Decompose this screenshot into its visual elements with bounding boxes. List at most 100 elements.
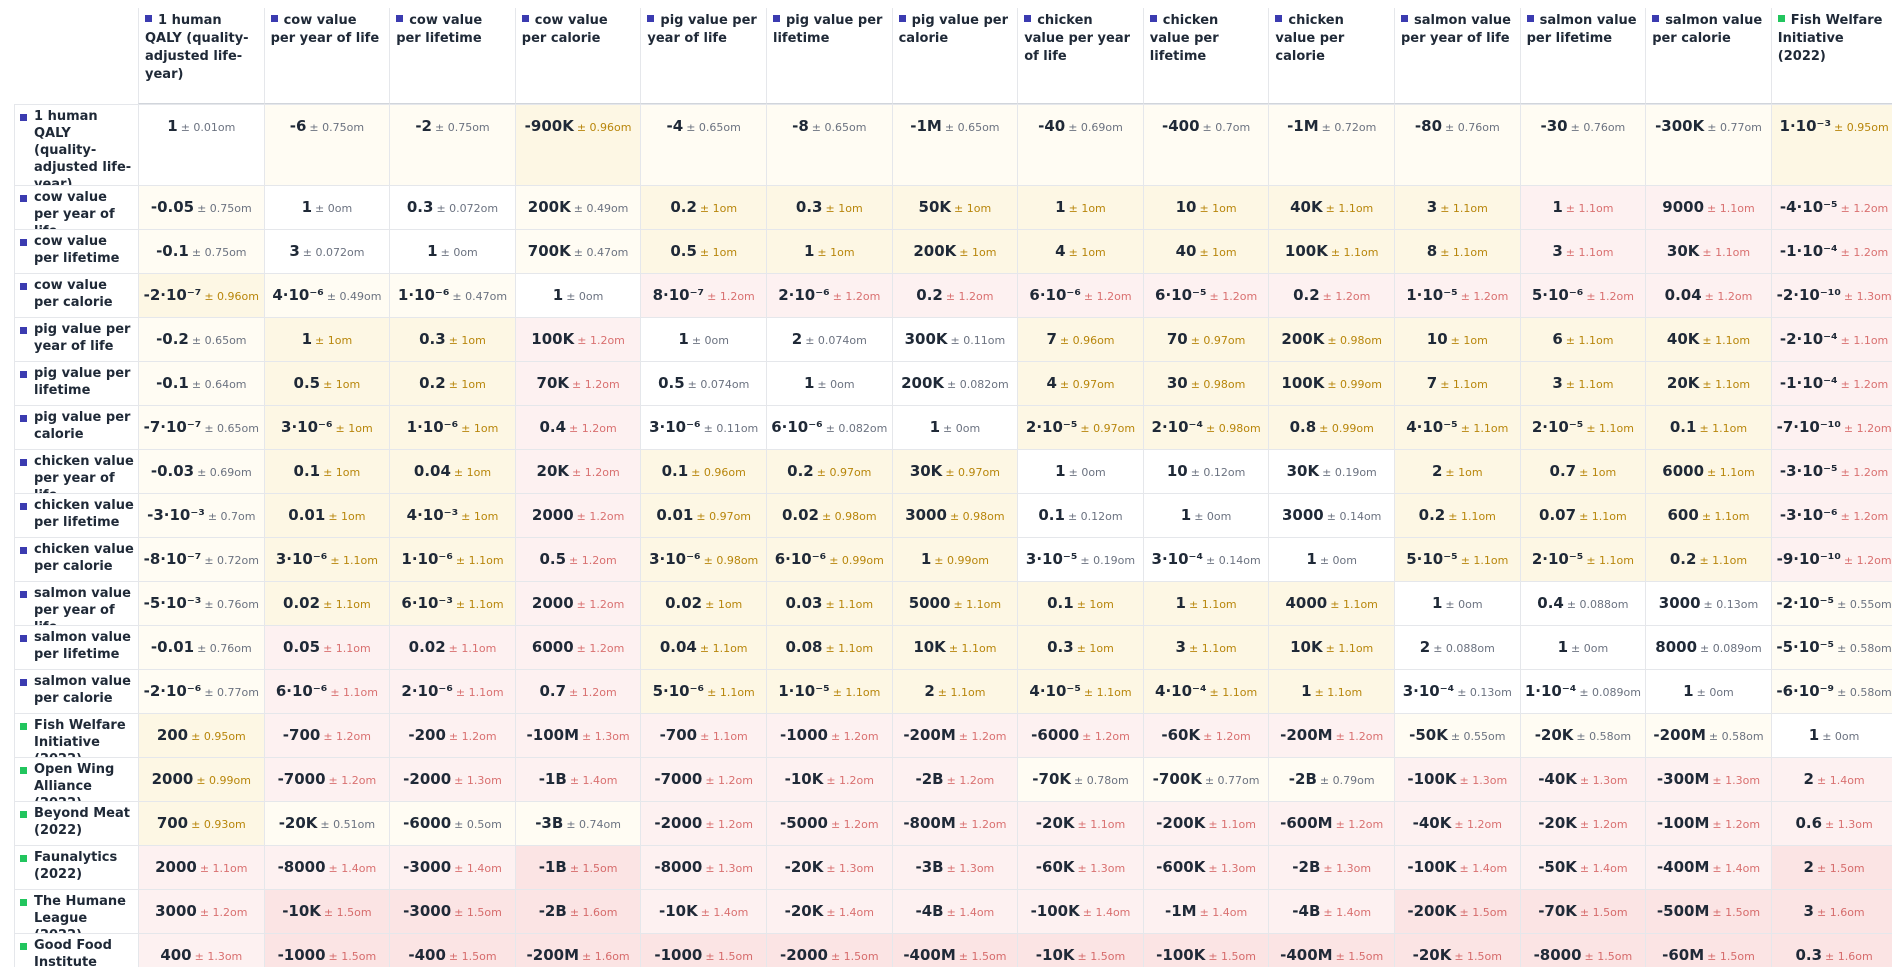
matrix-cell[interactable]: -40K ± 1.3om — [1519, 757, 1646, 801]
matrix-cell[interactable]: 20K ± 1.2om — [514, 449, 641, 493]
matrix-cell[interactable]: -1B ± 1.4om — [514, 757, 641, 801]
matrix-cell[interactable]: 1 ± 1om — [1017, 185, 1143, 229]
matrix-cell[interactable]: -50K ± 1.4om — [1519, 845, 1646, 889]
matrix-cell[interactable]: 2 ± 1.5om — [1770, 845, 1892, 889]
matrix-cell[interactable]: 1·10⁻⁶ ± 1om — [389, 405, 515, 449]
matrix-cell[interactable]: 600 ± 1.1om — [1645, 493, 1771, 537]
matrix-cell[interactable]: -100K ± 1.3om — [1394, 757, 1520, 801]
matrix-cell[interactable]: -200M ± 0.58om — [1645, 713, 1771, 757]
matrix-cell[interactable]: -40 ± 0.69om — [1017, 104, 1143, 185]
matrix-cell[interactable]: 4·10⁻⁴ ± 1.1om — [1142, 669, 1269, 713]
matrix-cell[interactable]: 5·10⁻⁵ ± 1.1om — [1394, 537, 1520, 581]
row-header[interactable]: The Humane League (2022) — [14, 889, 138, 933]
row-header[interactable]: chicken value per calorie — [14, 537, 138, 581]
matrix-cell[interactable]: -2B ± 0.79om — [1268, 757, 1394, 801]
matrix-cell[interactable]: -2B ± 1.3om — [1268, 845, 1394, 889]
matrix-cell[interactable]: 0.5 ± 0.074om — [640, 361, 766, 405]
matrix-cell[interactable]: 1 ± 0om — [1519, 625, 1646, 669]
matrix-cell[interactable]: -60K ± 1.2om — [1142, 713, 1269, 757]
matrix-cell[interactable]: 20K ± 1.1om — [1645, 361, 1771, 405]
matrix-cell[interactable]: -2000 ± 1.2om — [640, 801, 766, 845]
matrix-cell[interactable]: 3 ± 1.1om — [1519, 361, 1646, 405]
matrix-cell[interactable]: 1 ± 0om — [891, 405, 1018, 449]
matrix-cell[interactable]: 1 ± 0om — [1268, 537, 1394, 581]
matrix-cell[interactable]: 0.3 ± 1om — [766, 185, 892, 229]
matrix-cell[interactable]: 1 ± 1.1om — [1519, 185, 1646, 229]
matrix-cell[interactable]: 7 ± 1.1om — [1394, 361, 1520, 405]
matrix-cell[interactable]: -3·10⁻³ ± 0.7om — [138, 493, 264, 537]
matrix-cell[interactable]: 3 ± 1.1om — [1394, 185, 1520, 229]
matrix-cell[interactable]: -100M ± 1.2om — [1645, 801, 1771, 845]
matrix-cell[interactable]: 30K ± 1.1om — [1645, 229, 1771, 273]
matrix-cell[interactable]: 10K ± 1.1om — [1268, 625, 1394, 669]
matrix-cell[interactable]: 3 ± 1.1om — [1519, 229, 1646, 273]
matrix-cell[interactable]: -2·10⁻⁴ ± 1.1om — [1770, 317, 1892, 361]
matrix-cell[interactable]: -1000 ± 1.2om — [766, 713, 892, 757]
matrix-cell[interactable]: 4 ± 0.97om — [1017, 361, 1143, 405]
matrix-cell[interactable]: 4·10⁻³ ± 1om — [389, 493, 515, 537]
column-header[interactable]: chicken value per year of life — [1017, 8, 1143, 104]
matrix-cell[interactable]: 0.3 ± 1om — [1017, 625, 1143, 669]
matrix-cell[interactable]: 0.1 ± 0.12om — [1017, 493, 1143, 537]
matrix-cell[interactable]: 7 ± 0.96om — [1017, 317, 1143, 361]
matrix-cell[interactable]: 2·10⁻⁵ ± 1.1om — [1519, 537, 1646, 581]
matrix-cell[interactable]: -10K ± 1.2om — [766, 757, 892, 801]
row-header[interactable]: salmon value per calorie — [14, 669, 138, 713]
matrix-cell[interactable]: 3·10⁻⁶ ± 1.1om — [263, 537, 390, 581]
matrix-cell[interactable]: 4·10⁻⁵ ± 1.1om — [1017, 669, 1143, 713]
matrix-cell[interactable]: 40K ± 1.1om — [1645, 317, 1771, 361]
column-header[interactable]: chicken value per lifetime — [1142, 8, 1269, 104]
matrix-cell[interactable]: -4B ± 1.4om — [891, 889, 1018, 933]
matrix-cell[interactable]: -4·10⁻⁵ ± 1.2om — [1770, 185, 1892, 229]
matrix-cell[interactable]: 70K ± 1.2om — [514, 361, 641, 405]
matrix-cell[interactable]: 1 ± 0om — [1017, 449, 1143, 493]
matrix-cell[interactable]: -1B ± 1.5om — [514, 845, 641, 889]
matrix-cell[interactable]: -900K ± 0.96om — [514, 104, 641, 185]
matrix-cell[interactable]: -5000 ± 1.2om — [766, 801, 892, 845]
matrix-cell[interactable]: -400M ± 1.4om — [1645, 845, 1771, 889]
matrix-cell[interactable]: 40K ± 1.1om — [1268, 185, 1394, 229]
matrix-cell[interactable]: 1 ± 0om — [1394, 581, 1520, 625]
matrix-cell[interactable]: 0.2 ± 1.2om — [1268, 273, 1394, 317]
row-header[interactable]: pig value per lifetime — [14, 361, 138, 405]
matrix-cell[interactable]: 2000 ± 1.1om — [138, 845, 264, 889]
column-header[interactable]: salmon value per lifetime — [1519, 8, 1646, 104]
matrix-cell[interactable]: -6000 ± 1.2om — [1017, 713, 1143, 757]
matrix-cell[interactable]: 3000 ± 0.13om — [1645, 581, 1771, 625]
matrix-cell[interactable]: -2 ± 0.75om — [389, 104, 515, 185]
matrix-cell[interactable]: 10 ± 0.12om — [1142, 449, 1269, 493]
matrix-cell[interactable]: -3B ± 0.74om — [514, 801, 641, 845]
matrix-cell[interactable]: -200K ± 1.1om — [1142, 801, 1269, 845]
column-header[interactable]: salmon value per calorie — [1645, 8, 1771, 104]
matrix-cell[interactable]: -8000 ± 1.3om — [640, 845, 766, 889]
matrix-cell[interactable]: -100K ± 1.5om — [1142, 933, 1269, 967]
matrix-cell[interactable]: -7·10⁻¹⁰ ± 1.2om — [1770, 405, 1892, 449]
matrix-cell[interactable]: -400 ± 0.7om — [1142, 104, 1269, 185]
matrix-cell[interactable]: -200K ± 1.5om — [1394, 889, 1520, 933]
matrix-cell[interactable]: 0.5 ± 1.2om — [514, 537, 641, 581]
matrix-cell[interactable]: 0.2 ± 1om — [640, 185, 766, 229]
matrix-cell[interactable]: 0.04 ± 1.2om — [1645, 273, 1771, 317]
matrix-cell[interactable]: -70K ± 0.78om — [1017, 757, 1143, 801]
matrix-cell[interactable]: 1 ± 1.1om — [1268, 669, 1394, 713]
row-header[interactable]: cow value per year of life — [14, 185, 138, 229]
matrix-cell[interactable]: -70K ± 1.5om — [1519, 889, 1646, 933]
matrix-cell[interactable]: 2 ± 0.074om — [766, 317, 892, 361]
matrix-cell[interactable]: 2·10⁻⁴ ± 0.98om — [1142, 405, 1269, 449]
matrix-cell[interactable]: 40 ± 1om — [1142, 229, 1269, 273]
row-header[interactable]: chicken value per lifetime — [14, 493, 138, 537]
matrix-cell[interactable]: 2 ± 1.4om — [1770, 757, 1892, 801]
matrix-cell[interactable]: 1·10⁻⁶ ± 1.1om — [389, 537, 515, 581]
matrix-cell[interactable]: -80 ± 0.76om — [1394, 104, 1520, 185]
column-header[interactable]: 1 human QALY (quality-adjusted life-year… — [138, 8, 264, 104]
matrix-cell[interactable]: 100K ± 1.2om — [514, 317, 641, 361]
matrix-cell[interactable]: -100K ± 1.4om — [1394, 845, 1520, 889]
matrix-cell[interactable]: -20K ± 0.58om — [1519, 713, 1646, 757]
matrix-cell[interactable]: -1000 ± 1.5om — [640, 933, 766, 967]
column-header[interactable]: pig value per calorie — [891, 8, 1018, 104]
column-header[interactable]: Fish Welfare Initiative (2022) — [1770, 8, 1892, 104]
matrix-cell[interactable]: 3·10⁻⁶ ± 0.11om — [640, 405, 766, 449]
matrix-cell[interactable]: 0.04 ± 1om — [389, 449, 515, 493]
matrix-cell[interactable]: -3B ± 1.3om — [891, 845, 1018, 889]
row-header[interactable]: Beyond Meat (2022) — [14, 801, 138, 845]
